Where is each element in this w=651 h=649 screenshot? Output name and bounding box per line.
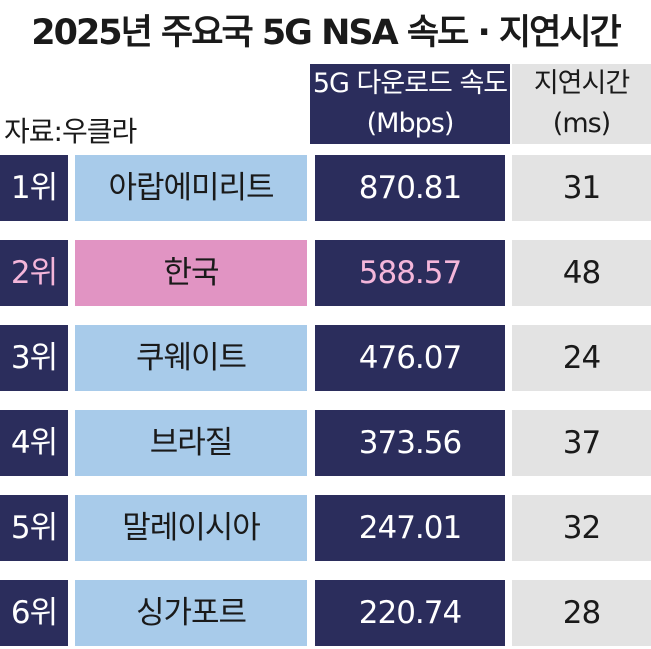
rank-cell: 1위 — [0, 155, 68, 221]
rank-cell: 3위 — [0, 325, 68, 391]
rank-cell: 2위 — [0, 240, 68, 306]
rank-cell: 6위 — [0, 580, 68, 646]
title: 2025년 주요국 5G NSA 속도 · 지연시간 — [31, 13, 622, 53]
latency-cell: 31 — [512, 155, 651, 221]
country-cell: 싱가포르 — [75, 580, 307, 646]
source: 자료:우클라 — [4, 115, 137, 148]
speed-cell: 588.57 — [315, 240, 505, 306]
table-row: 4위 브라질 373.56 37 — [0, 410, 651, 476]
country-cell: 아랍에미리트 — [75, 155, 307, 221]
latency-cell: 28 — [512, 580, 651, 646]
speed-cell: 476.07 — [315, 325, 505, 391]
rank-cell: 5위 — [0, 495, 68, 561]
table-row: 1위 아랍에미리트 870.81 31 — [0, 155, 651, 221]
column-header-unit: (Mbps) — [366, 108, 455, 139]
speed-cell: 870.81 — [315, 155, 505, 221]
column-header-unit: (ms) — [552, 108, 611, 139]
column-header-line: 5G 다운로드 속도 — [312, 68, 508, 99]
country-cell: 쿠웨이트 — [75, 325, 307, 391]
latency-cell: 32 — [512, 495, 651, 561]
latency-cell: 37 — [512, 410, 651, 476]
speed-cell: 247.01 — [315, 495, 505, 561]
speed-cell: 373.56 — [315, 410, 505, 476]
rank-cell: 4위 — [0, 410, 68, 476]
column-header: 지연시간 (ms) — [512, 64, 651, 144]
speed-cell: 220.74 — [315, 580, 505, 646]
table-row: 5위 말레이시아 247.01 32 — [0, 495, 651, 561]
table-row: 6위 싱가포르 220.74 28 — [0, 580, 651, 646]
column-header: 5G 다운로드 속도 (Mbps) — [310, 64, 510, 144]
country-cell: 한국 — [75, 240, 307, 306]
country-cell: 브라질 — [75, 410, 307, 476]
latency-cell: 24 — [512, 325, 651, 391]
table-row: 3위 쿠웨이트 476.07 24 — [0, 325, 651, 391]
column-header-line: 지연시간 — [533, 68, 630, 99]
latency-cell: 48 — [512, 240, 651, 306]
table-row: 2위 한국 588.57 48 — [0, 240, 651, 306]
country-cell: 말레이시아 — [75, 495, 307, 561]
